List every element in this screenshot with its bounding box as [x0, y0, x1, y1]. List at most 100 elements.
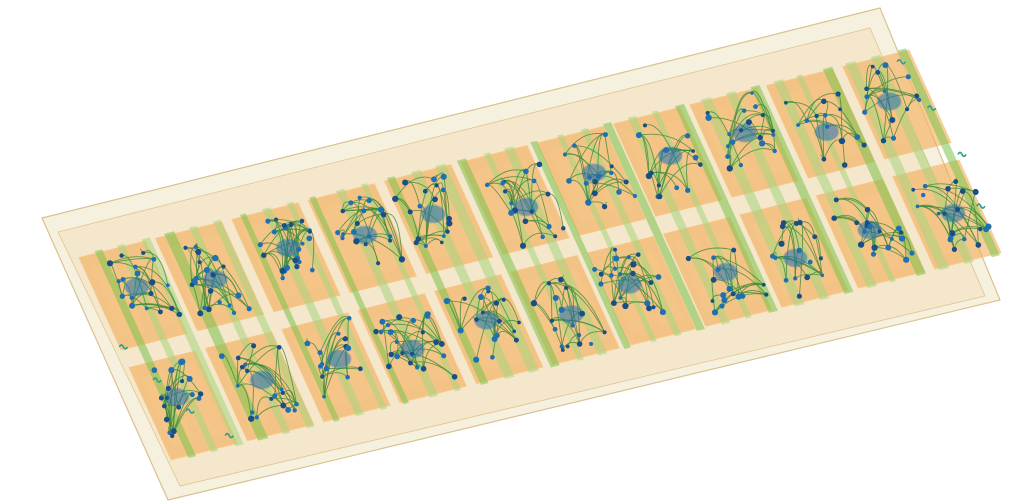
node [949, 230, 956, 237]
node [915, 204, 920, 209]
node [597, 173, 602, 178]
node-cluster-core [732, 124, 757, 143]
node [833, 197, 839, 203]
node [345, 345, 352, 352]
node [905, 107, 910, 112]
node [821, 156, 827, 162]
wire [644, 124, 689, 191]
node [400, 351, 405, 356]
green-bar [456, 158, 560, 368]
node-cluster-core [400, 340, 425, 359]
node [193, 244, 198, 249]
node [635, 132, 642, 139]
node [559, 344, 564, 349]
node [796, 293, 802, 299]
node-cluster-core [421, 205, 446, 223]
wire [504, 181, 524, 246]
node [613, 247, 618, 252]
node [274, 217, 278, 222]
node [410, 317, 417, 324]
node [738, 162, 744, 168]
node [889, 116, 896, 124]
node [895, 225, 902, 232]
node [784, 100, 788, 105]
node [945, 185, 951, 192]
node [457, 327, 464, 334]
node [279, 267, 286, 274]
node [235, 292, 242, 299]
green-bar [387, 176, 489, 385]
node [179, 358, 186, 365]
node [440, 187, 446, 193]
green-bar [750, 85, 854, 294]
wire [191, 284, 235, 314]
node [149, 279, 156, 286]
node [183, 245, 188, 250]
node-cluster-core [814, 122, 839, 141]
node [622, 302, 629, 310]
node [294, 402, 299, 407]
wire [707, 111, 742, 166]
node [116, 279, 121, 284]
node [335, 230, 341, 236]
node [576, 341, 583, 347]
node [705, 114, 712, 121]
node [553, 234, 558, 239]
node [197, 260, 202, 265]
node [500, 180, 505, 186]
node [612, 266, 618, 271]
node [820, 273, 825, 278]
node [598, 271, 604, 277]
node [245, 368, 250, 374]
node [618, 296, 623, 300]
node [715, 267, 721, 272]
node [564, 285, 569, 290]
node [780, 220, 787, 226]
node [248, 415, 255, 422]
node [523, 168, 529, 175]
node [838, 107, 842, 112]
node [898, 230, 904, 235]
node [870, 251, 877, 257]
node [141, 250, 146, 256]
node [480, 310, 485, 315]
node [804, 274, 811, 281]
wire [579, 331, 605, 345]
wire [282, 389, 296, 411]
node [210, 272, 216, 278]
node [420, 365, 427, 372]
wire [548, 282, 605, 333]
node [299, 218, 305, 224]
node [221, 264, 226, 269]
wire [548, 282, 581, 345]
node [257, 242, 263, 248]
node [592, 178, 599, 185]
node [630, 270, 636, 277]
green-bar [726, 91, 830, 301]
node [250, 410, 255, 415]
node-cluster-core [276, 238, 301, 257]
node [158, 395, 164, 401]
node [433, 339, 439, 345]
wire [825, 114, 865, 146]
node [745, 119, 752, 126]
node [726, 165, 733, 172]
node [307, 229, 312, 234]
node [148, 291, 154, 296]
node [955, 206, 961, 213]
node [651, 305, 656, 310]
node [959, 188, 966, 195]
node-cluster-core [353, 226, 378, 244]
node-cluster-core [124, 277, 149, 296]
node [320, 374, 325, 379]
node [546, 281, 552, 286]
wire [259, 220, 303, 245]
node [861, 142, 867, 148]
wire [256, 396, 272, 418]
cell-block-inner [396, 184, 452, 261]
node [439, 240, 444, 245]
node [773, 255, 778, 260]
node [818, 256, 823, 261]
node [434, 183, 439, 188]
node [402, 179, 409, 186]
